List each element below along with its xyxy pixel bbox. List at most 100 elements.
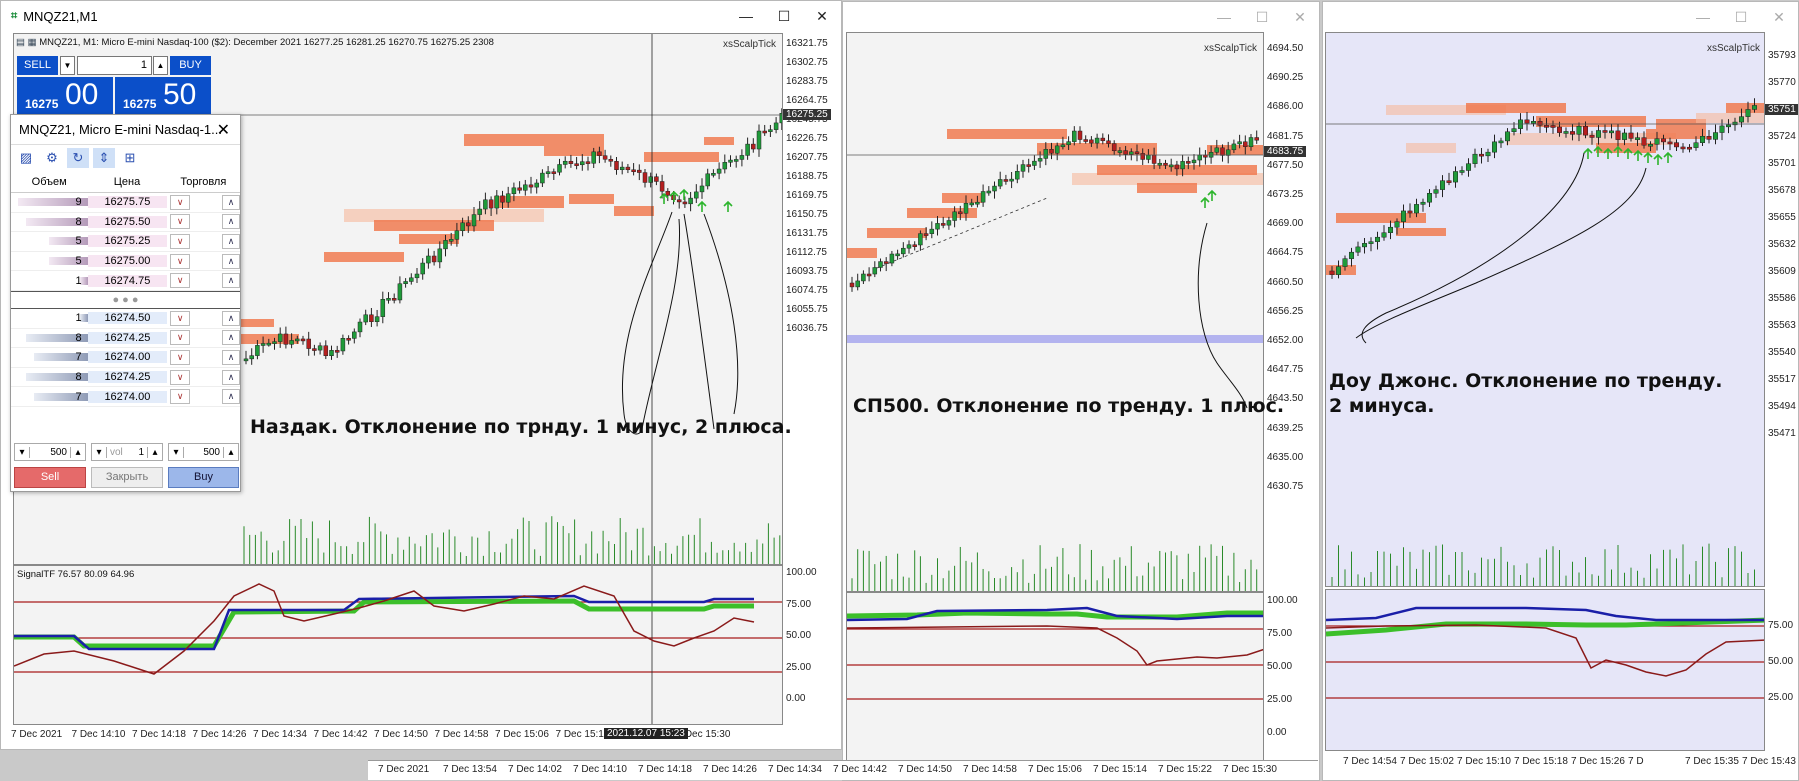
dom-row[interactable]: 7 16274.00 ∨ ∧ xyxy=(11,348,240,368)
candle xyxy=(306,338,311,349)
close-icon[interactable]: ✕ xyxy=(1773,8,1785,25)
volume-bar xyxy=(26,333,88,342)
candle xyxy=(1066,141,1071,146)
candle xyxy=(1368,241,1374,244)
candle xyxy=(300,338,306,342)
minimize-icon[interactable]: — xyxy=(739,8,753,24)
buy-arrow-icon[interactable]: ∧ xyxy=(222,233,240,249)
maximize-icon[interactable]: ☐ xyxy=(777,7,791,24)
sell-price-button[interactable]: 16275 00 xyxy=(17,77,113,115)
candle xyxy=(1524,119,1530,124)
buy-arrow-icon[interactable]: ∧ xyxy=(222,273,240,289)
sell-arrow-icon[interactable]: ∨ xyxy=(170,389,191,405)
title-bar: — ☐ ✕ xyxy=(1323,2,1798,32)
sell-arrow-icon[interactable]: ∨ xyxy=(170,349,191,365)
price-tick-label: 25.00 xyxy=(786,661,812,673)
candle xyxy=(768,129,773,132)
sell-arrow-icon[interactable]: ∨ xyxy=(170,214,191,230)
right-lot-spinner[interactable]: ▾ 500 ▴ xyxy=(168,443,239,461)
buy-arrow-icon[interactable]: ∧ xyxy=(222,194,240,210)
price-scale[interactable]: 16321.7516302.7516283.7516264.7516245.75… xyxy=(783,33,841,565)
candle xyxy=(1654,138,1660,145)
maximize-icon[interactable]: ☐ xyxy=(1734,8,1748,25)
price-scale[interactable]: 3579335770357473572435701356783565535632… xyxy=(1765,32,1798,587)
qty-dropdown[interactable]: ▼ xyxy=(60,56,75,75)
maximize-icon[interactable]: ☐ xyxy=(1255,8,1269,25)
close-icon[interactable]: ✕ xyxy=(216,122,230,139)
dom-row[interactable]: 5 16275.25 ∨ ∧ xyxy=(11,232,240,252)
dom-row[interactable]: 8 16275.50 ∨ ∧ xyxy=(11,213,240,233)
buy-label-button[interactable]: BUY xyxy=(170,56,211,75)
buy-arrow-icon[interactable]: ∧ xyxy=(222,253,240,269)
candle xyxy=(1713,132,1718,140)
price-plot[interactable]: xsScalpTick xyxy=(846,32,1264,592)
dom-buy-button[interactable]: Buy xyxy=(168,467,239,488)
vol-spinner[interactable]: ▾ vol 1 ▴ xyxy=(91,443,163,461)
sell-arrow-icon[interactable]: ∨ xyxy=(170,369,191,385)
price-scale[interactable]: 4694.50 4690.25 4686.00 4681.75 4677.50 4673.… xyxy=(1264,32,1319,592)
sell-arrow-icon[interactable]: ∨ xyxy=(170,194,191,210)
candle xyxy=(1498,140,1504,144)
candle xyxy=(1134,151,1140,155)
price-tick-label: 4660.50 xyxy=(1267,276,1304,288)
qty-input[interactable]: 1 xyxy=(77,56,152,75)
time-tick-label: 7 Dec 15:02 xyxy=(1400,756,1454,767)
minimize-icon[interactable]: — xyxy=(1217,9,1231,25)
sell-arrow-icon[interactable]: ∨ xyxy=(170,310,191,326)
dom-row[interactable]: 8 16274.25 ∨ ∧ xyxy=(11,329,240,349)
dom-close-button[interactable]: Закрыть xyxy=(91,467,163,488)
sell-arrow-icon[interactable]: ∨ xyxy=(170,330,191,346)
dom-row[interactable]: 5 16275.00 ∨ ∧ xyxy=(11,252,240,272)
settings-icon[interactable]: ⚙ xyxy=(46,150,58,165)
candle xyxy=(1248,137,1254,147)
oscillator-plot[interactable]: SignalTF 76.57 80.09 64.96 xyxy=(13,565,783,725)
dom-sell-button[interactable]: Sell xyxy=(14,467,86,488)
chart-icon[interactable]: ▨ xyxy=(19,150,33,165)
price-tick-label: 35540 xyxy=(1768,347,1796,358)
one-click-trading: SELL ▼ 1 ▲ BUY 16275 00 16275 50 xyxy=(17,56,211,136)
buy-price-button[interactable]: 16275 50 xyxy=(115,77,211,115)
time-axis: 7 Dec 2021 7 Dec 13:54 7 Dec 14:02 7 Dec 14… xyxy=(368,760,1318,780)
buy-arrow-icon[interactable]: ∧ xyxy=(222,330,240,346)
price-tick-label: 16074.75 xyxy=(786,285,828,296)
candle xyxy=(895,253,900,257)
dom-row[interactable]: 7 16274.00 ∨ ∧ xyxy=(11,387,240,407)
candle xyxy=(403,281,408,284)
volume-icon[interactable]: ⊞ xyxy=(124,150,136,165)
volume-bar xyxy=(18,198,88,207)
dom-row[interactable]: 1 16274.75 ∨ ∧ xyxy=(11,271,240,291)
buy-arrow-icon[interactable]: ∧ xyxy=(222,389,240,405)
left-lot-spinner[interactable]: ▾ 500 ▴ xyxy=(14,443,86,461)
candle xyxy=(1550,125,1556,128)
signal-line-green xyxy=(1326,617,1764,637)
buy-arrow-icon[interactable]: ∧ xyxy=(222,369,240,385)
minimize-icon[interactable]: — xyxy=(1696,9,1710,25)
price-plot[interactable]: xsScalpTick xyxy=(1325,32,1765,587)
time-tick-label: 7 Dec 14:26 xyxy=(192,729,247,740)
close-icon[interactable]: ✕ xyxy=(816,7,828,24)
candle xyxy=(699,185,705,193)
sell-arrow-icon[interactable]: ∨ xyxy=(170,233,191,249)
oscillator-plot[interactable] xyxy=(1325,589,1765,751)
qty-up[interactable]: ▲ xyxy=(153,56,168,75)
chart-toolbar-icon[interactable]: ▤ ▦ xyxy=(16,37,37,48)
dom-row[interactable]: 1 16274.50 ∨ ∧ xyxy=(11,309,240,329)
scroll-icon[interactable]: ↻ xyxy=(67,148,89,168)
buy-arrow-icon[interactable]: ∧ xyxy=(222,214,240,230)
close-icon[interactable]: ✕ xyxy=(1294,8,1306,25)
candle xyxy=(1146,154,1151,160)
candle xyxy=(1060,144,1066,148)
dom-row[interactable]: 9 16275.75 ∨ ∧ xyxy=(11,193,240,213)
candle xyxy=(986,190,992,194)
price-tick-label: 16302.75 xyxy=(786,57,828,68)
oscillator-plot[interactable] xyxy=(846,592,1264,762)
buy-arrow-icon[interactable]: ∧ xyxy=(222,349,240,365)
dom-row[interactable]: 8 16274.25 ∨ ∧ xyxy=(11,368,240,388)
buy-arrow-icon[interactable]: ∧ xyxy=(222,310,240,326)
sell-arrow-icon[interactable]: ∨ xyxy=(170,273,191,289)
sell-arrow-icon[interactable]: ∨ xyxy=(170,253,191,269)
center-icon[interactable]: ⇕ xyxy=(93,148,115,168)
buy-price-big: 50 xyxy=(163,78,197,111)
sell-label-button[interactable]: SELL xyxy=(17,56,58,75)
candle xyxy=(409,277,414,282)
